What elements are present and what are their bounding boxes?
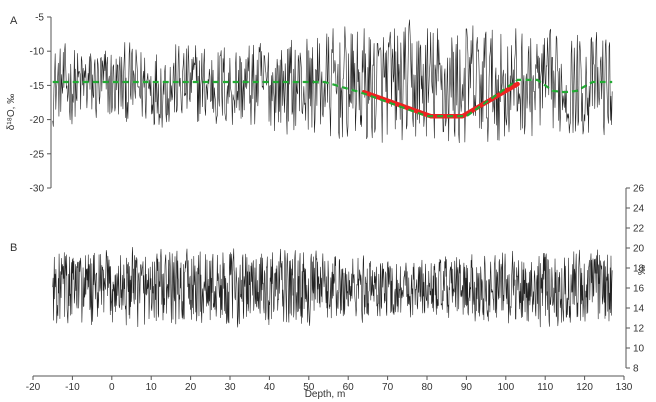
panel-b-y-tick-label: 16 — [633, 284, 645, 295]
x-tick-label: 60 — [343, 382, 355, 393]
panel-b-label: B — [10, 242, 17, 254]
x-tick-label: 30 — [224, 382, 236, 393]
panel-a-y-tick-label: -20 — [30, 115, 45, 126]
x-tick-label: 80 — [421, 382, 433, 393]
panel-a-y-tick-label: -10 — [30, 47, 45, 58]
x-tick-label: 10 — [146, 382, 158, 393]
x-axis: -20 -10 0 10 20 30 40 50 60 70 80 90 100 110 120 130 — [26, 375, 633, 393]
x-tick-label: 120 — [576, 382, 593, 393]
panel-b-y-tick-label: 8 — [633, 364, 639, 375]
x-axis-title: Depth, m — [305, 389, 346, 400]
panel-a-y-tick-label: -15 — [30, 81, 45, 92]
x-tick-label: 100 — [497, 382, 514, 393]
x-tick-label: 0 — [109, 382, 115, 393]
panel-b-y-tick-label: 10 — [633, 344, 645, 355]
panel-a-record — [52, 19, 613, 144]
panel-b-y-title: ‰ — [637, 265, 648, 275]
panel-a-label: A — [10, 15, 18, 27]
panel-b-y-tick-label: 12 — [633, 324, 645, 335]
x-tick-label: 70 — [382, 382, 394, 393]
panel-b-y-tick-label: 22 — [633, 224, 645, 235]
panel-a-green-trend — [52, 78, 613, 118]
panel-a-y-title: δ¹⁸O, ‰ — [6, 94, 17, 130]
panel-a-record-line — [52, 19, 613, 144]
panel-a-y-tick-label: -25 — [30, 149, 45, 160]
x-tick-label: 90 — [461, 382, 473, 393]
panel-a-y-tick-label: -5 — [35, 13, 44, 24]
panel-b-y-tick-label: 26 — [633, 184, 645, 195]
panel-b-y-tick-label: 14 — [633, 304, 645, 315]
x-tick-label: 110 — [537, 382, 553, 393]
panel-a-red-trend — [361, 81, 520, 119]
panel-a-y-axis: -5 -10 -15 -20 -25 -30 — [30, 13, 52, 195]
panel-b-record — [52, 246, 613, 328]
panel-a-y-tick-label: -30 — [30, 184, 45, 195]
x-tick-label: 130 — [616, 382, 633, 393]
panel-b-y-tick-label: 20 — [633, 244, 645, 255]
x-tick-label: 50 — [303, 382, 315, 393]
x-tick-label: 40 — [264, 382, 276, 393]
x-tick-label: -20 — [26, 382, 41, 393]
panel-b-record-line — [52, 246, 613, 328]
x-tick-label: -10 — [65, 382, 80, 393]
panel-b-y-tick-label: 24 — [633, 204, 645, 215]
panel-a-trends — [52, 78, 613, 119]
panel-b-y-tick-label: 18 — [633, 264, 645, 275]
x-tick-label: 20 — [185, 382, 197, 393]
panel-b-y-axis: 8 10 12 14 16 18 20 22 24 26 — [625, 184, 645, 375]
